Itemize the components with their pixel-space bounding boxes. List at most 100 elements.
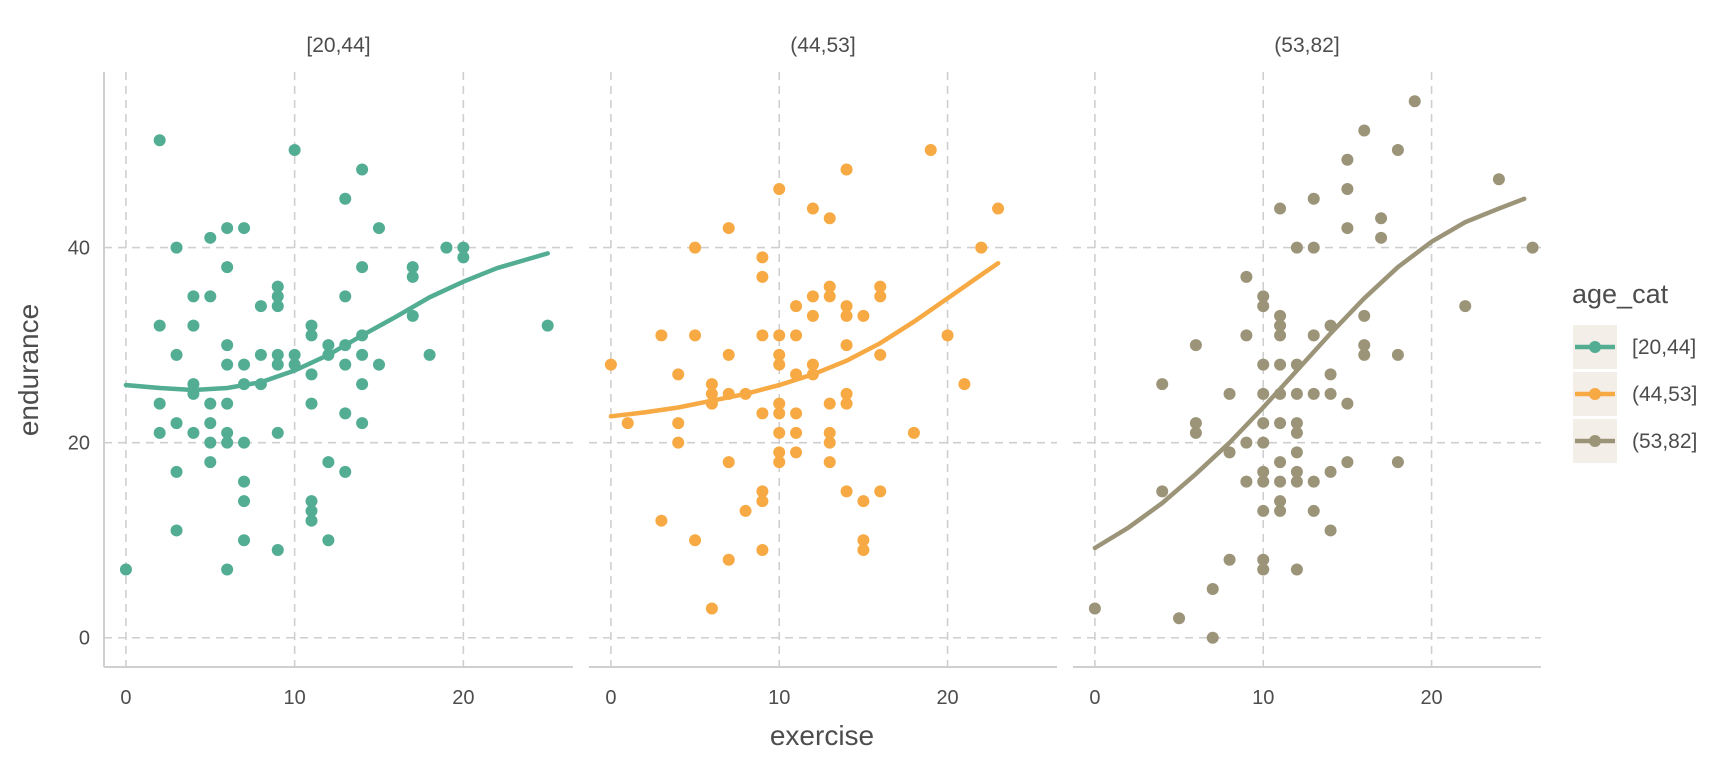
- data-point: [204, 456, 217, 469]
- y-tick-label: 0: [79, 628, 90, 650]
- data-point: [1408, 95, 1421, 108]
- data-point: [356, 417, 369, 430]
- data-point: [1307, 192, 1320, 205]
- data-point: [1223, 387, 1236, 400]
- data-point: [1391, 144, 1404, 157]
- data-point: [356, 348, 369, 361]
- x-tick-label: 0: [1089, 687, 1100, 709]
- legend-entry-label: (44,53]: [1632, 383, 1697, 406]
- data-point: [790, 407, 803, 420]
- data-point: [153, 319, 166, 332]
- data-point: [1324, 387, 1337, 400]
- data-point: [1324, 465, 1337, 478]
- data-point: [1290, 241, 1303, 254]
- data-point: [1492, 173, 1505, 186]
- data-point: [1088, 602, 1101, 615]
- data-point: [187, 290, 200, 303]
- data-point: [153, 397, 166, 410]
- data-point: [790, 329, 803, 342]
- data-point: [907, 426, 920, 439]
- data-point: [1324, 368, 1337, 381]
- data-point: [339, 465, 352, 478]
- data-point: [1257, 300, 1270, 313]
- data-point: [1274, 456, 1287, 469]
- data-point: [874, 485, 887, 498]
- data-point: [187, 426, 200, 439]
- data-point: [823, 280, 836, 293]
- data-point: [823, 426, 836, 439]
- data-point: [271, 543, 284, 556]
- data-point: [406, 261, 419, 274]
- data-point: [170, 417, 183, 430]
- data-point: [1240, 475, 1253, 488]
- data-point: [1526, 241, 1539, 254]
- data-point: [238, 358, 251, 371]
- data-point: [756, 543, 769, 556]
- data-point: [322, 534, 335, 547]
- data-point: [1274, 309, 1287, 322]
- data-point: [1257, 436, 1270, 449]
- data-point: [238, 222, 251, 235]
- data-point: [457, 251, 470, 264]
- data-point: [840, 485, 853, 498]
- data-point: [1307, 504, 1320, 517]
- data-point: [204, 290, 217, 303]
- data-point: [271, 280, 284, 293]
- data-point: [705, 387, 718, 400]
- data-point: [322, 339, 335, 352]
- data-point: [773, 329, 786, 342]
- data-point: [254, 300, 267, 313]
- data-point: [339, 358, 352, 371]
- data-point: [1189, 417, 1202, 430]
- data-point: [221, 261, 234, 274]
- data-point: [1341, 222, 1354, 235]
- data-point: [305, 368, 318, 381]
- data-point: [790, 300, 803, 313]
- trend-line: [123, 251, 550, 393]
- data-point: [1274, 329, 1287, 342]
- data-point: [1240, 329, 1253, 342]
- facet-title: (53,82]: [1274, 34, 1339, 57]
- data-point: [655, 514, 668, 527]
- data-point: [1274, 417, 1287, 430]
- data-point: [773, 456, 786, 469]
- data-point: [840, 163, 853, 176]
- data-point: [356, 163, 369, 176]
- data-point: [1274, 202, 1287, 215]
- data-point: [305, 319, 318, 332]
- data-point: [689, 534, 702, 547]
- data-point: [1274, 495, 1287, 508]
- data-point: [1358, 339, 1371, 352]
- data-point: [221, 426, 234, 439]
- data-point: [1391, 456, 1404, 469]
- data-point: [756, 329, 769, 342]
- data-point: [840, 339, 853, 352]
- data-point: [1459, 300, 1472, 313]
- data-point: [305, 397, 318, 410]
- data-point: [1257, 504, 1270, 517]
- legend-entry-label: (53,82]: [1632, 430, 1697, 453]
- data-point: [1274, 504, 1287, 517]
- data-point: [271, 290, 284, 303]
- data-point: [238, 534, 251, 547]
- data-point: [1223, 446, 1236, 459]
- data-point: [204, 436, 217, 449]
- trend-line: [1092, 196, 1527, 551]
- data-point: [823, 290, 836, 303]
- data-point: [204, 231, 217, 244]
- data-point: [705, 378, 718, 391]
- data-point: [1257, 358, 1270, 371]
- data-point: [1257, 563, 1270, 576]
- data-point: [271, 426, 284, 439]
- data-point: [1375, 231, 1388, 244]
- data-point: [305, 514, 318, 527]
- data-point: [305, 504, 318, 517]
- data-point: [204, 417, 217, 430]
- data-point: [356, 378, 369, 391]
- data-point: [1240, 270, 1253, 283]
- data-point: [541, 319, 554, 332]
- data-point: [874, 280, 887, 293]
- data-point: [187, 319, 200, 332]
